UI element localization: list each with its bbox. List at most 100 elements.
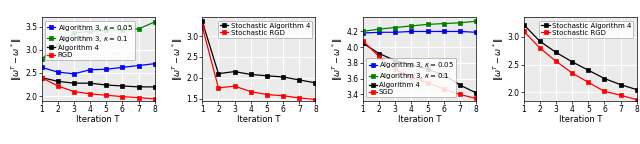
Algorithm 4 [440,74,447,76]
Algorithm 4 [424,68,431,70]
Legend: Stochastic Algorithm 4, Stochastic RGD: Stochastic Algorithm 4, Stochastic RGD [218,21,312,38]
Algorithm 3, $\kappa = 0.1$ [118,29,126,31]
Stochastic RGD [617,94,625,96]
Line: RGD: RGD [40,76,157,101]
Algorithm 3, $\kappa = 0.05$ [118,67,126,68]
Algorithm 3, $\kappa=0.05$ [440,31,447,32]
Algorithm 3, $\kappa = 0.05$ [70,73,78,75]
Stochastic RGD [279,95,287,97]
Algorithm 3, $\kappa = 0.1$ [375,28,383,30]
Stochastic RGD [263,94,271,95]
Line: Stochastic RGD: Stochastic RGD [522,30,639,101]
Stochastic RGD [633,99,640,101]
Stochastic Algorithm 4 [198,21,206,22]
Line: Stochastic Algorithm 4: Stochastic Algorithm 4 [200,20,317,85]
SGD [375,56,383,58]
SGD [456,94,464,95]
Stochastic Algorithm 4 [231,71,239,72]
Algorithm 3, $\kappa = 0.1$ [38,58,45,60]
Algorithm 4 [86,82,94,84]
Line: Algorithm 4: Algorithm 4 [361,42,478,95]
Algorithm 4 [135,86,143,88]
Stochastic Algorithm 4 [536,40,543,42]
Algorithm 3, $\kappa = 0.05$ [86,69,94,71]
Legend: Algorithm 3, $\kappa = 0.05$, Algorithm 3, $\kappa = 0.1$, Algorithm 4, RGD: Algorithm 3, $\kappa = 0.05$, Algorithm … [45,21,134,60]
RGD [70,91,78,92]
Stochastic RGD [600,90,608,92]
Algorithm 3, $\kappa=0.05$ [408,31,415,32]
Algorithm 3, $\kappa = 0.05$ [151,63,159,65]
Algorithm 3, $\kappa = 0.1$ [102,29,110,31]
Legend: Algorithm 3, $\kappa=0.05$, Algorithm 3, $\kappa = 0.1$, Algorithm 4, SGD: Algorithm 3, $\kappa=0.05$, Algorithm 3,… [367,58,456,97]
Line: Algorithm 3, $\kappa = 0.1$: Algorithm 3, $\kappa = 0.1$ [40,20,157,61]
Algorithm 3, $\kappa = 0.1$ [392,27,399,28]
Algorithm 3, $\kappa = 0.05$ [38,67,45,68]
Stochastic Algorithm 4 [568,61,576,63]
Line: Stochastic RGD: Stochastic RGD [200,25,317,101]
Algorithm 3, $\kappa=0.05$ [472,31,480,33]
Algorithm 3, $\kappa = 0.1$ [135,28,143,30]
Stochastic Algorithm 4 [600,78,608,79]
Stochastic Algorithm 4 [552,52,560,53]
RGD [102,94,110,96]
RGD [54,85,61,87]
Line: Algorithm 4: Algorithm 4 [40,76,157,89]
SGD [392,68,399,70]
Algorithm 3, $\kappa=0.05$ [359,32,367,34]
SGD [472,98,480,99]
Algorithm 3, $\kappa = 0.1$ [86,30,94,32]
Algorithm 3, $\kappa = 0.05$ [135,65,143,66]
Algorithm 4 [38,77,45,78]
Y-axis label: $\|\omega^T - \omega^*\|$: $\|\omega^T - \omega^*\|$ [170,37,184,81]
Stochastic Algorithm 4 [520,24,527,25]
X-axis label: Iteration T: Iteration T [237,115,280,124]
Stochastic Algorithm 4 [584,69,592,71]
Stochastic RGD [296,97,303,99]
Algorithm 4 [54,80,61,82]
Algorithm 4 [151,86,159,88]
Stochastic Algorithm 4 [214,73,222,75]
Stochastic RGD [214,87,222,89]
Legend: Stochastic Algorithm 4, Stochastic RGD: Stochastic Algorithm 4, Stochastic RGD [540,21,634,38]
Algorithm 3, $\kappa = 0.1$ [70,32,78,34]
Y-axis label: $\|\omega^T - \omega^*\|$: $\|\omega^T - \omega^*\|$ [492,37,506,81]
Algorithm 3, $\kappa=0.05$ [392,31,399,33]
Algorithm 3, $\kappa=0.05$ [424,31,431,32]
Algorithm 3, $\kappa = 0.1$ [54,44,61,46]
Stochastic RGD [247,91,255,92]
Line: Stochastic Algorithm 4: Stochastic Algorithm 4 [522,23,639,91]
Stochastic Algorithm 4 [247,74,255,75]
Stochastic RGD [584,82,592,83]
Line: SGD: SGD [361,39,478,100]
Stochastic Algorithm 4 [312,82,319,84]
Algorithm 4 [392,60,399,61]
X-axis label: Iteration T: Iteration T [77,115,120,124]
RGD [151,98,159,100]
Algorithm 4 [359,42,367,44]
Line: Algorithm 3, $\kappa = 0.1$: Algorithm 3, $\kappa = 0.1$ [361,19,478,33]
Stochastic RGD [568,72,576,74]
Stochastic RGD [520,30,527,32]
RGD [86,93,94,95]
SGD [359,40,367,42]
RGD [38,77,45,78]
X-axis label: Iteration T: Iteration T [559,115,602,124]
Stochastic Algorithm 4 [296,79,303,81]
Algorithm 3, $\kappa = 0.1$ [456,22,464,24]
RGD [118,96,126,97]
Line: Algorithm 3, $\kappa = 0.05$: Algorithm 3, $\kappa = 0.05$ [40,62,157,76]
SGD [440,88,447,90]
Stochastic RGD [312,99,319,100]
Algorithm 4 [456,84,464,86]
SGD [408,76,415,78]
RGD [135,97,143,98]
Stochastic RGD [536,47,543,49]
Algorithm 3, $\kappa = 0.05$ [54,71,61,73]
Algorithm 3, $\kappa = 0.1$ [151,21,159,23]
Stochastic Algorithm 4 [263,75,271,77]
Algorithm 4 [118,85,126,87]
SGD [424,82,431,84]
Stochastic Algorithm 4 [633,89,640,91]
Algorithm 3, $\kappa = 0.1$ [472,20,480,22]
Algorithm 4 [102,84,110,86]
